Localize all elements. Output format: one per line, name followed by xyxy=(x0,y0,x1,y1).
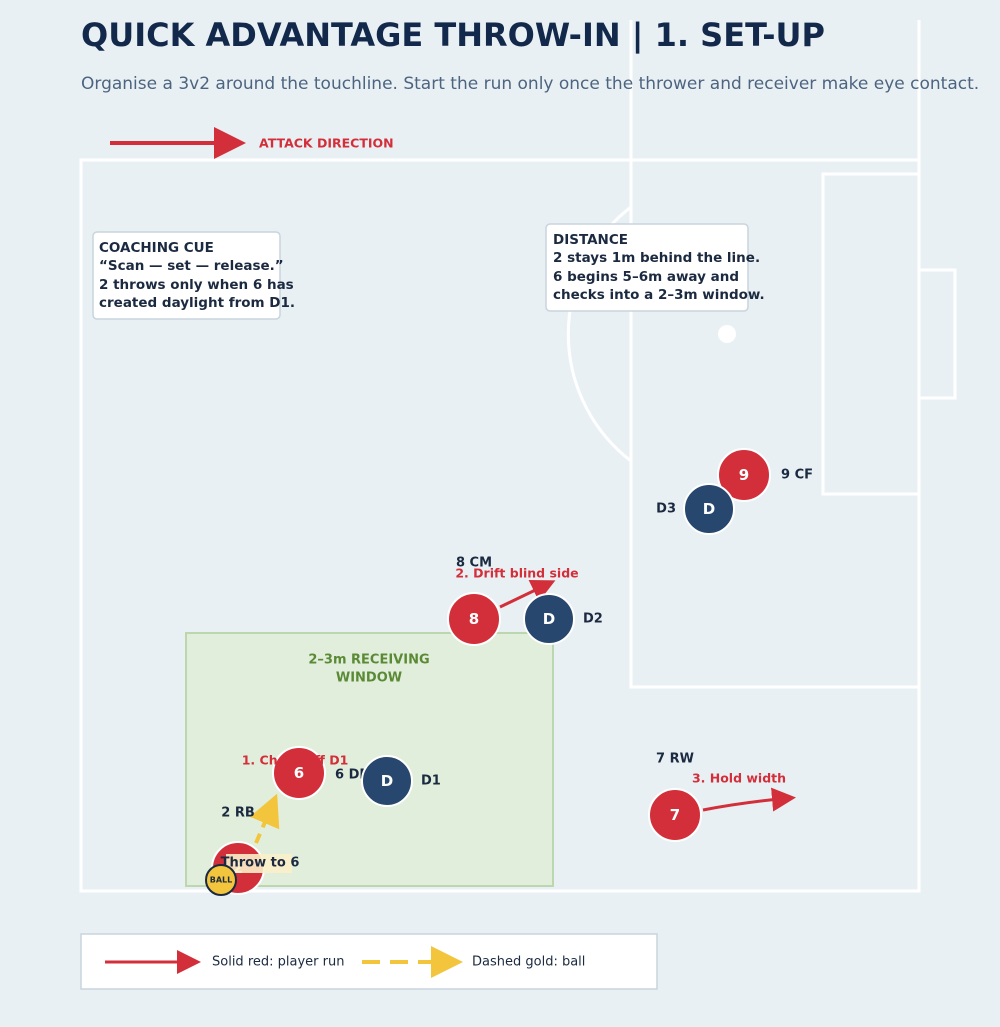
pass-label-bg xyxy=(226,854,292,873)
player-number: 8 xyxy=(469,610,479,628)
cue-line: checks into a 2–3m window. xyxy=(553,287,765,303)
run-label: 2. Drift blind side xyxy=(455,566,578,581)
attack-direction: ATTACK DIRECTION xyxy=(259,136,394,151)
defender-label: D1 xyxy=(421,774,441,789)
cue-line: created daylight from D1. xyxy=(99,295,295,311)
defender-label: D2 xyxy=(583,612,603,627)
distance-box: DISTANCE 2 stays 1m behind the line. 6 b… xyxy=(545,223,765,312)
defender-mark: D xyxy=(703,500,715,518)
legend-label: Solid red: player run xyxy=(212,955,344,970)
defender xyxy=(523,593,575,645)
run-arrow xyxy=(702,787,796,812)
legend-label: Dashed gold: ball xyxy=(472,955,585,970)
cue-heading: COACHING CUE xyxy=(99,240,214,256)
player-number: 9 xyxy=(739,466,749,484)
run-arrow xyxy=(499,579,556,609)
run-label: 1. Check off D1 xyxy=(242,753,349,768)
ball-label: BALL xyxy=(210,876,232,885)
cue-heading: DISTANCE xyxy=(553,232,628,248)
pitch xyxy=(79,20,957,893)
player-label: 2 RB xyxy=(221,806,255,821)
subtitle: Organise a 3v2 around the touchline. Sta… xyxy=(81,74,979,94)
defender-label: D3 xyxy=(656,502,676,517)
defender-mark: D xyxy=(543,610,555,628)
cue-box: COACHING CUE “Scan — set — release.” 2 t… xyxy=(92,231,295,320)
player-label: 8 CM xyxy=(456,556,492,571)
pass-label: Throw to 6 xyxy=(221,856,300,871)
run-label: 3. Hold width xyxy=(692,771,786,786)
title: QUICK ADVANTAGE THROW-IN | 1. SET-UP xyxy=(81,16,825,55)
defender-mark: D xyxy=(381,772,393,790)
player-label: 7 RW xyxy=(656,752,694,767)
player xyxy=(717,448,771,502)
ball-arrow xyxy=(249,793,280,844)
cue-line: 2 throws only when 6 has xyxy=(99,277,294,293)
player xyxy=(447,592,501,646)
defender xyxy=(683,483,735,535)
legend: Solid red: player run Dashed gold: ball xyxy=(80,933,658,990)
defender xyxy=(361,755,413,807)
player-label: 9 CF xyxy=(781,468,813,483)
zone-label: WINDOW xyxy=(336,671,402,686)
cue-line: 6 begins 5–6m away and xyxy=(553,269,739,285)
player-number: 6 xyxy=(294,764,304,782)
cue-line: “Scan — set — release.” xyxy=(99,258,284,274)
player xyxy=(272,746,326,800)
cue-line: 2 stays 1m behind the line. xyxy=(553,250,760,266)
player xyxy=(648,788,702,842)
ball xyxy=(205,864,237,896)
zone-label: 2–3m RECEIVING xyxy=(308,653,429,668)
player-number: 7 xyxy=(670,806,680,824)
